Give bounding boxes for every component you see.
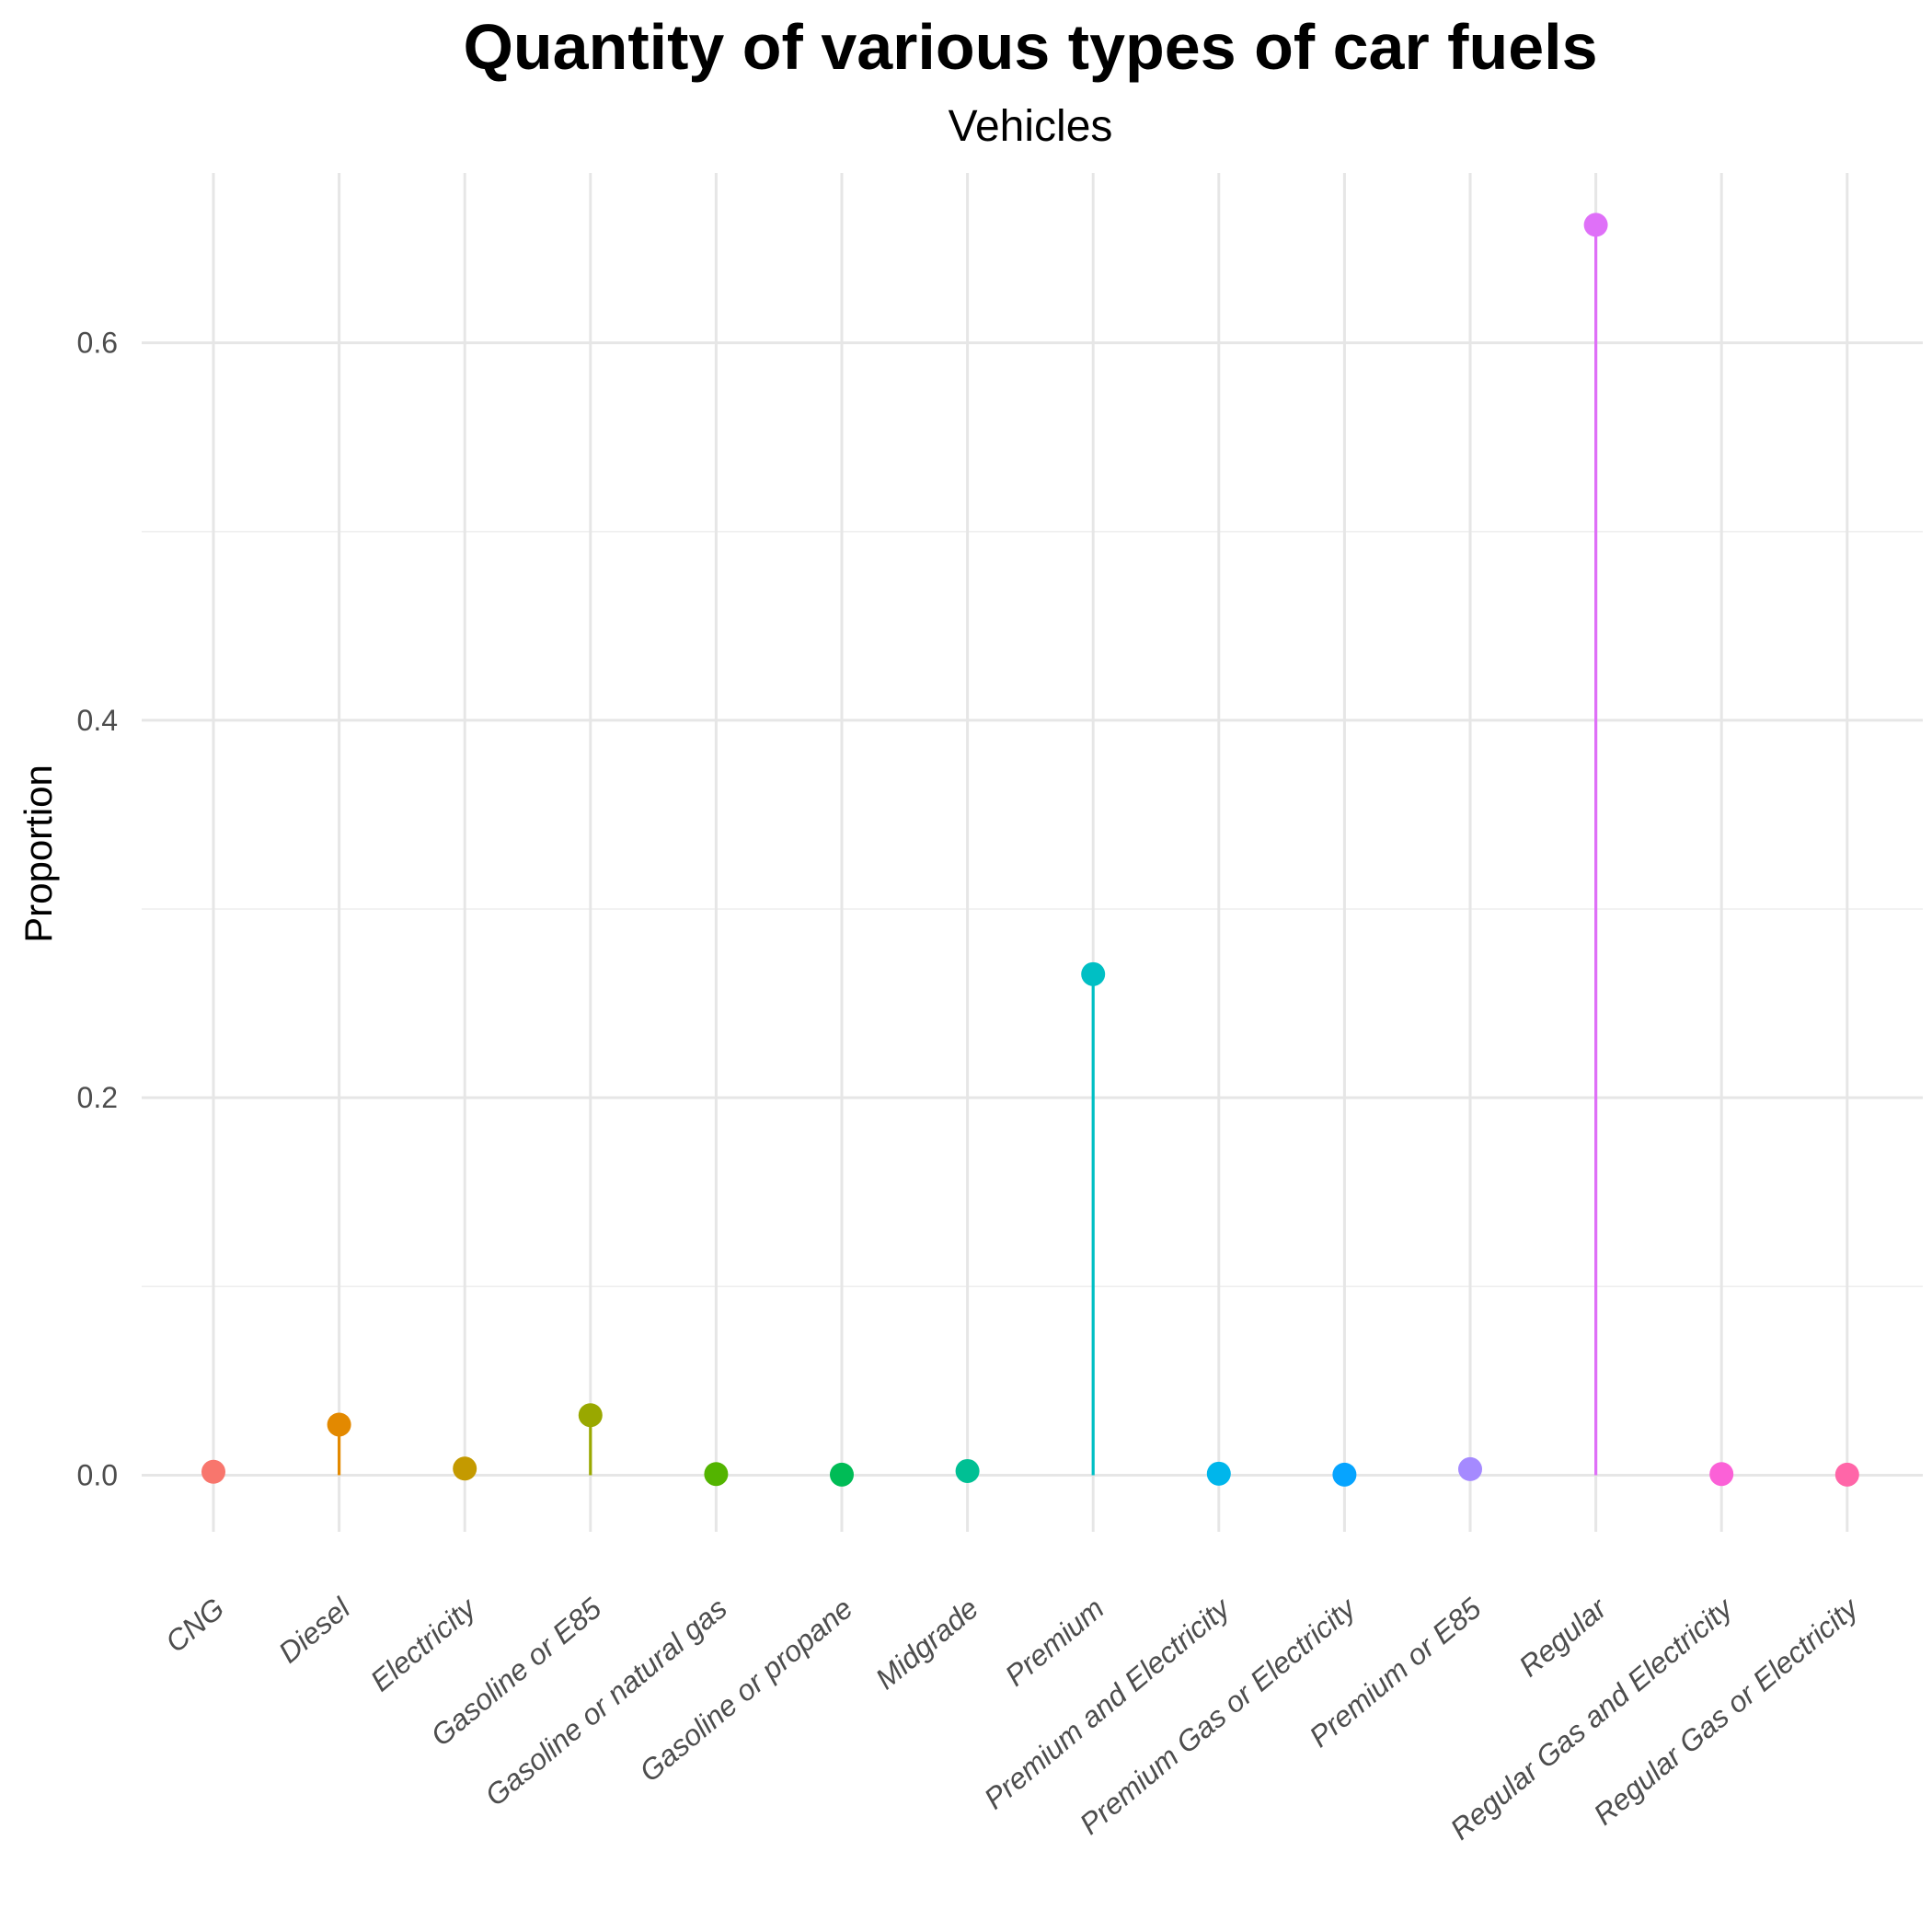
lollipop-point [1709,1462,1734,1487]
x-tick-label: Premium and Electricity [978,1590,1237,1815]
lollipop-point [704,1462,729,1487]
lollipop-point [201,1459,225,1484]
lollipop-point [1206,1461,1231,1486]
lollipop-point [453,1456,477,1481]
y-tick-label: 0.0 [77,1458,118,1491]
lollipop-point [578,1403,603,1428]
lollipop-point [1583,213,1608,237]
x-tick-label: Premium [998,1592,1110,1693]
lollipop-point [955,1458,980,1483]
chart-subtitle: Vehicles [949,102,1113,151]
y-axis-ticks: 0.0 0.2 0.4 0.6 [77,327,118,1492]
lollipop-point [1458,1456,1482,1481]
lollipop-marks [201,213,1859,1487]
chart-title: Quantity of various types of car fuels [463,11,1597,83]
lollipop-point [1834,1462,1859,1487]
y-tick-label: 0.4 [77,704,118,737]
x-tick-label: Regular [1512,1591,1614,1683]
y-tick-label: 0.6 [77,327,118,360]
x-tick-label: Gasoline or natural gas [478,1592,733,1812]
lollipop-point [327,1412,351,1437]
lollipop-point [1081,961,1106,986]
grid [142,173,1923,1532]
lollipop-point [830,1462,854,1487]
lollipop-point [1332,1462,1357,1487]
x-tick-label: CNG [159,1592,231,1659]
x-tick-label: Midgrade [869,1592,984,1696]
y-tick-label: 0.2 [77,1081,118,1114]
x-tick-label: Diesel [272,1591,357,1669]
y-axis-label: Proportion [17,765,60,943]
x-tick-label: Electricity [364,1590,484,1697]
x-tick-label: Gasoline or propane [633,1592,858,1788]
